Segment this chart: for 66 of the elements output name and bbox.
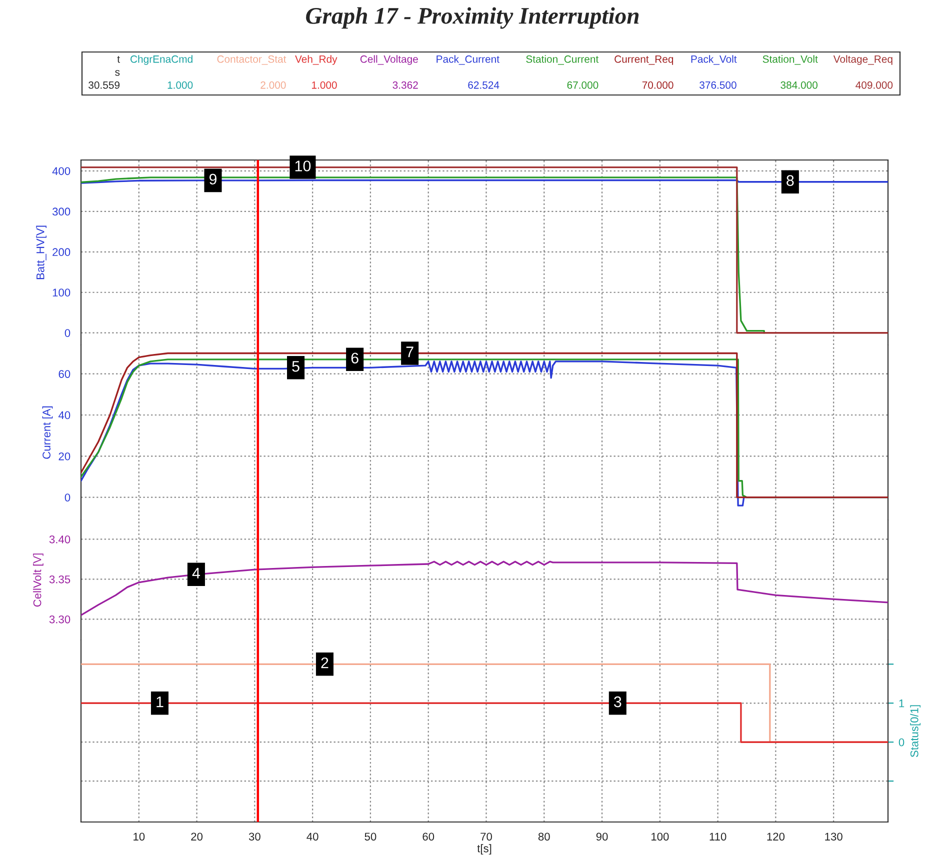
text: Contactor_Stat [217,55,286,65]
annotation: 5 [292,361,300,372]
x-tick-label: 70 [480,832,492,841]
text: 30.559 [88,81,120,89]
x-tick-label: 130 [825,832,842,841]
y-axis-title: Current [A] [42,406,53,459]
y-axis-title: Status[0/1] [910,705,921,758]
y-tick-label: 0 [64,494,70,502]
text: Pack_Current [436,55,500,65]
annotation: 4 [192,568,200,578]
y-tick-label: 40 [58,411,70,420]
text: Veh_Rdy [295,55,338,65]
text: 67.000 [567,81,598,89]
annotation: 8 [786,175,794,186]
text: Pack_Volt [691,55,737,65]
y-tick-label: 400 [52,167,70,176]
y-tick-label: 0 [898,738,904,746]
y-tick-label: 20 [58,452,70,460]
x-tick-label: 20 [191,832,203,841]
x-tick-label: 50 [364,832,376,841]
y-axis-title: Batt_HV[V] [36,226,46,280]
y-tick-label: 3.40 [49,535,70,544]
text: Current_Req [614,55,674,65]
x-tick-label: 60 [422,832,434,841]
x-tick-label: 110 [710,832,726,841]
text: 376.500 [700,81,736,89]
text: Voltage_Req [833,55,892,65]
y-tick-label: 3.30 [49,615,70,624]
x-tick-label: 10 [134,832,145,841]
text: 2.000 [260,81,286,89]
x-tick-label: 120 [767,832,785,841]
x-tick-label: 90 [596,832,608,841]
y-tick-label: 200 [52,248,70,256]
annotation: 7 [406,346,414,358]
chart-title: Graph 17 - Proximity Interruption [306,7,639,29]
annotation: 3 [614,696,622,708]
text: 70.000 [642,81,674,89]
text: Station_Volt [762,55,818,65]
text: 1.000 [168,81,193,89]
annotation: 1 [156,696,164,708]
x-tick-label: 80 [538,832,550,841]
annotation: 10 [295,160,311,172]
text: 409.000 [856,81,893,89]
y-tick-label: 0 [64,329,70,337]
legend-label: ChgrEnaCmd [130,55,192,65]
text: Cell_Voltage [360,55,418,65]
annotation: 2 [321,657,328,668]
text: 62.524 [468,81,500,89]
x-tick-label: 40 [306,832,318,841]
text: 1.000 [312,81,337,89]
text: Station_Current [526,55,599,65]
x-axis-title: t[s] [477,844,492,855]
y-tick-label: 3.35 [49,575,70,584]
text: 3.362 [392,81,418,89]
x-tick-label: 100 [651,832,669,841]
text: t [117,56,120,63]
text: s [115,70,120,76]
line-series [81,560,888,616]
y-tick-label: 100 [52,288,70,297]
annotation: 6 [351,352,358,364]
annotation: 9 [209,174,217,185]
y-tick-label: 300 [52,208,70,216]
x-tick-label: 30 [248,832,260,841]
text: 384.000 [780,81,818,89]
y-axis-title: CellVolt [V] [33,554,44,607]
y-tick-label: 60 [58,370,70,378]
